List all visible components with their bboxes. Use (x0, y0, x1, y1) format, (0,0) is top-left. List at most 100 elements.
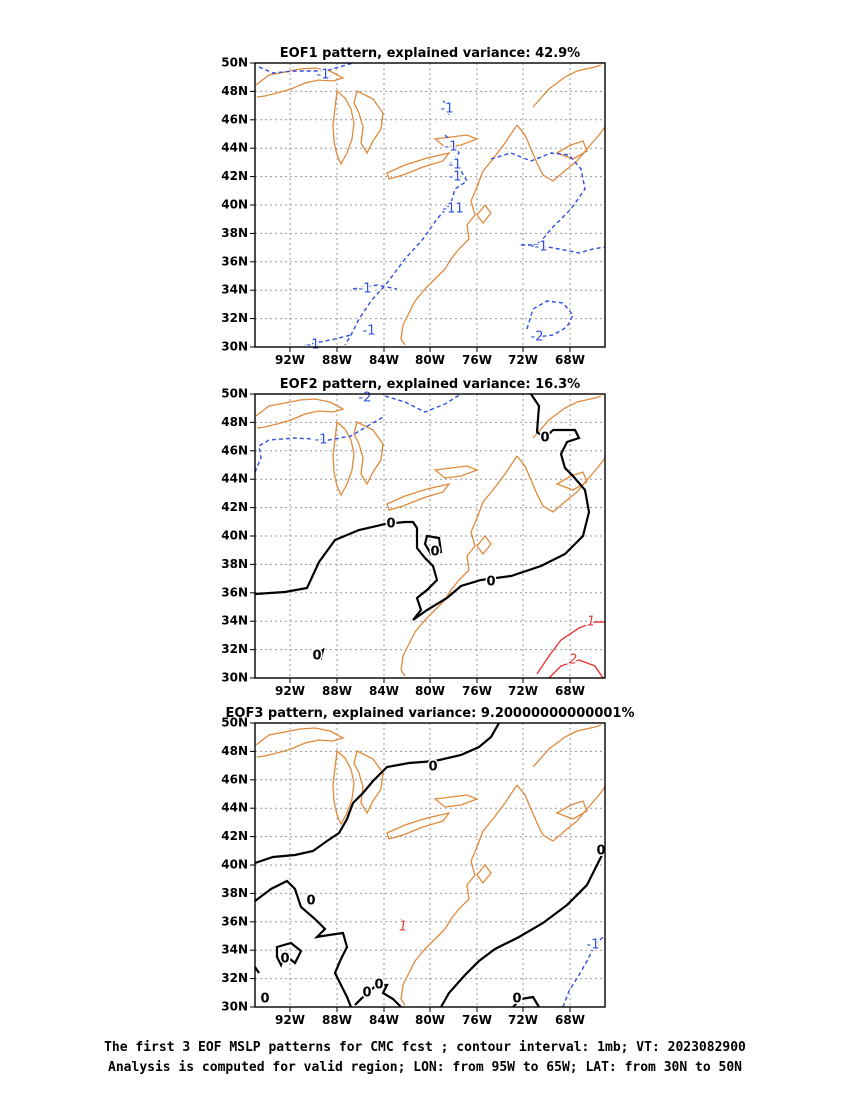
lat-tick-label: 46N (221, 772, 248, 786)
negative-contour (254, 415, 386, 473)
lon-tick-label: 92W (275, 684, 305, 698)
negative-contour (304, 334, 352, 346)
lon-tick-label: 92W (275, 1013, 305, 1027)
contour-label: -1 (363, 324, 376, 339)
zero-contour (254, 722, 500, 865)
lat-tick-label: 32N (221, 971, 248, 985)
lon-tick-label: 80W (415, 1013, 445, 1027)
negative-contour (526, 300, 574, 338)
lat-tick-label: 42N (221, 500, 248, 514)
lon-tick-label: 88W (322, 1013, 352, 1027)
positive-contour (548, 659, 604, 679)
contour-label: -2 (359, 391, 372, 406)
lon-axis: 92W 88W 84W 80W 76W 72W 68W (275, 1007, 585, 1027)
negative-contour (562, 936, 604, 1008)
lon-axis: 92W 88W 84W 80W 76W 72W 68W (275, 678, 585, 698)
lon-tick-label: 76W (462, 1013, 492, 1027)
lat-tick-label: 44N (221, 472, 248, 486)
lon-tick-label: 68W (555, 684, 585, 698)
contour-label: -1 (315, 433, 328, 448)
positive-contour (536, 621, 605, 675)
lat-tick-label: 34N (221, 614, 248, 628)
lat-tick-label: 32N (221, 642, 248, 656)
lon-tick-label: 80W (415, 684, 445, 698)
positive-contour (400, 918, 406, 928)
contour-label: -1 (535, 240, 548, 255)
caption-line-1: The first 3 EOF MSLP patterns for CMC fc… (104, 1040, 746, 1055)
lon-tick-label: 68W (555, 353, 585, 367)
eof-figure: EOF1 pattern, explained variance: 42.9% -… (221, 46, 634, 1027)
contour-label: 0 (430, 545, 439, 560)
contour-label: 2 (569, 653, 577, 668)
lat-tick-label: 30N (221, 1000, 248, 1014)
lon-tick-label: 72W (508, 1013, 538, 1027)
zero-contour (354, 983, 402, 1008)
lon-tick-label: 92W (275, 353, 305, 367)
lat-tick-label: 38N (221, 557, 248, 571)
contour-label: -1 (445, 140, 458, 155)
negative-contour (490, 152, 586, 248)
lat-tick-label: 32N (221, 311, 248, 325)
contour-label: 0 (280, 952, 289, 967)
contour-label: 1 (399, 920, 407, 935)
contour-label: -1 (359, 282, 372, 297)
contour-label: 0 (596, 844, 605, 859)
lat-tick-label: 30N (221, 340, 248, 354)
contour-label: -1 (449, 170, 462, 185)
lat-tick-label: 34N (221, 943, 248, 957)
contour-label: 1 (587, 615, 595, 630)
lat-tick-label: 50N (221, 716, 248, 730)
eof2-panel: EOF2 pattern, explained variance: 16.3%-… (221, 377, 606, 698)
contour-label: 0 (312, 649, 321, 664)
lon-tick-label: 76W (462, 353, 492, 367)
lat-tick-label: 38N (221, 886, 248, 900)
contour-label: 0 (386, 517, 395, 532)
zero-contour (423, 534, 443, 556)
lat-axis: 50N 48N 46N 44N 42N 40N 38N 36N 34N 32N 30N (221, 387, 255, 685)
contour-label: -11 (442, 202, 463, 217)
panel-title: EOF3 pattern, explained variance: 9.2000… (226, 706, 635, 721)
lat-tick-label: 36N (221, 585, 248, 599)
contour-label: 0 (486, 575, 495, 590)
lat-axis: 50N 48N 46N 44N 42N 40N 38N 36N 34N 32N 30N (221, 56, 255, 354)
contour-label: 0 (260, 992, 269, 1007)
contour-label: -1 (449, 158, 462, 173)
lon-tick-label: 80W (415, 353, 445, 367)
lat-tick-label: 40N (221, 858, 248, 872)
contour-label: -1 (307, 338, 320, 353)
contour-label: 0 (374, 978, 383, 993)
panel-title: EOF2 pattern, explained variance: 16.3% (280, 377, 580, 392)
contour-label: -2 (531, 330, 544, 345)
zero-contour (440, 848, 606, 1008)
zero-contour (512, 995, 540, 1008)
zero-contour (275, 941, 303, 968)
negative-contour (442, 100, 452, 116)
lat-tick-label: 40N (221, 198, 248, 212)
lon-tick-label: 72W (508, 353, 538, 367)
contour-label: -1 (587, 938, 600, 953)
zero-contour (315, 647, 325, 661)
negative-contour (258, 62, 354, 74)
lat-tick-label: 36N (221, 914, 248, 928)
lat-tick-label: 48N (221, 415, 248, 429)
eof3-panel: EOF3 pattern, explained variance: 9.2000… (221, 706, 634, 1027)
contour-label: 0 (362, 986, 371, 1001)
lat-tick-label: 48N (221, 84, 248, 98)
lat-tick-label: 38N (221, 226, 248, 240)
lat-tick-label: 44N (221, 141, 248, 155)
graticule (255, 723, 605, 1007)
negative-contour (384, 393, 462, 413)
lon-tick-label: 84W (369, 684, 399, 698)
eof1-panel: EOF1 pattern, explained variance: 42.9% -… (221, 46, 606, 367)
contour-label: 0 (306, 894, 315, 909)
lon-tick-label: 72W (508, 684, 538, 698)
lat-tick-label: 46N (221, 443, 248, 457)
lon-tick-label: 84W (369, 353, 399, 367)
lat-axis: 50N 48N 46N 44N 42N 40N 38N 36N 34N 32N 30N (221, 716, 255, 1014)
lon-tick-label: 88W (322, 684, 352, 698)
lon-tick-label: 84W (369, 1013, 399, 1027)
lat-tick-label: 42N (221, 829, 248, 843)
lat-tick-label: 50N (221, 387, 248, 401)
contour-label: -1 (317, 68, 330, 83)
lon-tick-label: 68W (555, 1013, 585, 1027)
